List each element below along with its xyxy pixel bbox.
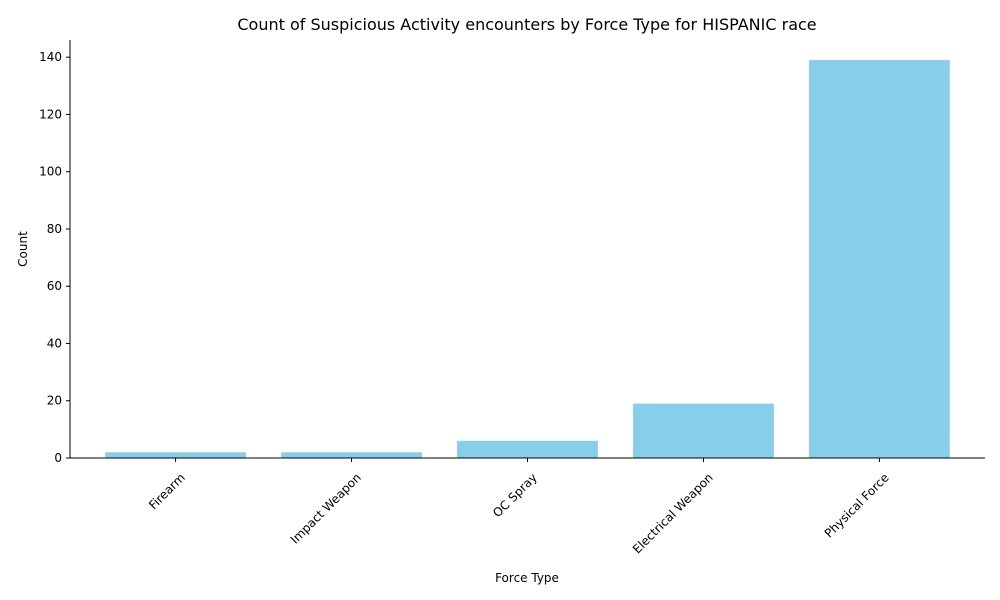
x-tick-label: Electrical Weapon — [630, 470, 716, 556]
y-tick-label: 20 — [47, 394, 62, 408]
bar-physical-force — [809, 60, 950, 458]
y-axis-label: Count — [16, 231, 30, 267]
y-axis-ticks: 0 20 40 60 80 100 120 140 — [39, 50, 70, 465]
y-tick-label: 120 — [39, 107, 62, 121]
x-tick-label: Firearm — [146, 470, 188, 512]
y-tick-label: 80 — [47, 222, 62, 236]
x-tick-label: Impact Weapon — [288, 470, 364, 546]
bars — [105, 60, 950, 458]
y-tick-label: 0 — [54, 451, 62, 465]
y-tick-label: 40 — [47, 336, 62, 350]
chart-title: Count of Suspicious Activity encounters … — [237, 15, 816, 34]
x-tick-label: Physical Force — [822, 470, 892, 540]
x-axis-label: Force Type — [495, 571, 559, 585]
bar-oc-spray — [457, 440, 598, 458]
bar-electrical-weapon — [633, 403, 774, 458]
x-axis-ticks: Firearm Impact Weapon OC Spray Electrical W… — [146, 458, 892, 556]
y-tick-label: 140 — [39, 50, 62, 64]
bar-firearm — [105, 452, 246, 458]
y-tick-label: 100 — [39, 165, 62, 179]
y-tick-label: 60 — [47, 279, 62, 293]
x-tick-label: OC Spray — [490, 470, 540, 520]
bar-impact-weapon — [281, 452, 422, 458]
